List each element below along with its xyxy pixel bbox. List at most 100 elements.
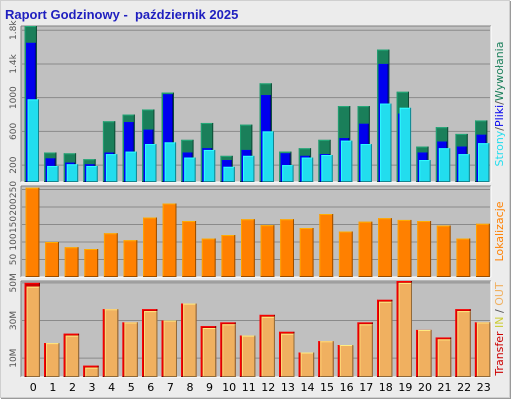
bar-pages-edge-left bbox=[340, 140, 342, 182]
bar-transfer-out-edge-top bbox=[26, 286, 40, 288]
bar-visits-edge-left bbox=[299, 228, 301, 277]
bar-transfer-out-edge-right bbox=[410, 282, 412, 377]
bar-transfer-in-edge-left bbox=[83, 365, 85, 377]
bar-pages-edge-bottom bbox=[125, 181, 137, 182]
series-label-part: IN bbox=[493, 316, 506, 331]
bar-pages bbox=[47, 165, 59, 182]
bar-transfer-out-edge-left bbox=[398, 282, 400, 377]
bar-visits-edge-bottom bbox=[397, 276, 412, 277]
x-tick-label: 11 bbox=[242, 381, 256, 394]
bar-pages-edge-bottom bbox=[164, 181, 177, 182]
bar-files-edge-left bbox=[45, 158, 47, 182]
series-label-part: Transfer bbox=[493, 331, 506, 377]
x-tick-label: 9 bbox=[206, 381, 213, 394]
bar-pages-edge-top bbox=[27, 99, 39, 101]
bar-transfer-in-edge-top bbox=[200, 326, 217, 328]
bar-visits-edge-right bbox=[312, 228, 314, 277]
bar-transfer-out bbox=[339, 345, 354, 377]
bar-transfer-out-edge-right bbox=[136, 322, 138, 377]
bar-transfer-out bbox=[300, 352, 315, 377]
bar-transfer-out-edge-top bbox=[46, 343, 60, 345]
bar-transfer-out-edge-right bbox=[234, 324, 236, 377]
bar-transfer-in-edge-left bbox=[102, 309, 104, 377]
bar-visits-edge-left bbox=[25, 187, 27, 277]
bar-transfer-out bbox=[183, 303, 197, 377]
bar-pages-edge-left bbox=[105, 154, 107, 182]
bar-pages-edge-right bbox=[292, 165, 294, 182]
bar-transfer-in-edge-left bbox=[396, 281, 398, 377]
bar-transfer-in-edge-left bbox=[298, 352, 300, 377]
bar-visits bbox=[280, 219, 294, 277]
bar-pages-fill bbox=[203, 149, 216, 182]
bar-pages-fill bbox=[86, 165, 98, 182]
bar-pages-edge-left bbox=[321, 155, 323, 182]
bar-pages-edge-top bbox=[86, 165, 98, 167]
bar-transfer-out-edge-right bbox=[195, 303, 197, 377]
bar-visits-edge-top bbox=[103, 233, 118, 235]
bar-visits-edge-bottom bbox=[358, 276, 373, 277]
bar-visits-edge-top bbox=[143, 217, 157, 219]
bar-transfer-out-edge-top bbox=[359, 324, 373, 326]
bar-visits-fill bbox=[299, 228, 314, 277]
bar-pages-edge-left bbox=[360, 144, 362, 182]
bar-pages bbox=[419, 160, 431, 182]
bar-files-edge-top bbox=[261, 95, 271, 97]
bar-visits-edge-right bbox=[38, 187, 40, 277]
bar-pages bbox=[301, 157, 314, 182]
bar-transfer-in-edge-left bbox=[279, 331, 281, 377]
bar-files-edge-left bbox=[84, 164, 86, 182]
bar-files-edge-left bbox=[476, 134, 478, 182]
bar-pages-edge-bottom bbox=[184, 181, 196, 182]
bar-hits-edge-top bbox=[24, 26, 37, 27]
bar-pages-fill bbox=[223, 166, 235, 182]
bar-transfer-in-edge-top bbox=[357, 322, 373, 324]
bar-visits-edge-left bbox=[319, 214, 321, 277]
bar-pages-edge-left bbox=[164, 142, 166, 182]
bar-files-fill bbox=[163, 94, 173, 182]
bar-visits-edge-right bbox=[57, 242, 59, 277]
bar-transfer-out-edge-bottom bbox=[457, 376, 471, 377]
bar-visits-edge-bottom bbox=[201, 276, 216, 277]
bar-pages-edge-right bbox=[468, 154, 470, 182]
bar-files-edge-top bbox=[163, 94, 173, 96]
bar-transfer-out-edge-left bbox=[65, 335, 67, 377]
bar-transfer-out-edge-top bbox=[124, 322, 138, 324]
bar-transfer-out-edge-top bbox=[418, 329, 432, 331]
bar-pages-edge-top bbox=[340, 140, 353, 142]
bar-hits-edge-left bbox=[337, 106, 339, 182]
bar-visits-fill bbox=[103, 233, 118, 277]
bar-visits-edge-top bbox=[241, 219, 255, 221]
bar-visits-edge-left bbox=[378, 218, 380, 277]
bar-visits-edge-left bbox=[436, 225, 438, 277]
bar-files-edge-top bbox=[319, 154, 330, 156]
bar-transfer-out-edge-right bbox=[78, 335, 80, 377]
bar-visits bbox=[358, 221, 373, 277]
bar-visits-edge-bottom bbox=[64, 276, 79, 277]
bar-visits-edge-bottom bbox=[162, 276, 177, 277]
bar-hits-edge-left bbox=[318, 139, 320, 182]
bar-transfer-out-fill bbox=[183, 303, 197, 377]
bar-pages-fill bbox=[360, 144, 372, 182]
bar-pages bbox=[360, 144, 372, 182]
bar-pages-edge-right bbox=[370, 144, 372, 182]
bar-pages-edge-right bbox=[233, 166, 235, 182]
bar-visits-fill bbox=[358, 221, 373, 277]
bar-visits-edge-top bbox=[417, 221, 432, 222]
bar-pages-edge-bottom bbox=[66, 181, 79, 182]
bar-pages-edge-bottom bbox=[223, 181, 235, 182]
bar-transfer-out-edge-left bbox=[379, 301, 380, 377]
bar-visits-fill bbox=[84, 249, 99, 277]
bar-hits-edge-left bbox=[377, 49, 379, 182]
bar-pages-edge-right bbox=[175, 142, 177, 182]
bar-pages-edge-left bbox=[399, 107, 401, 182]
bar-hits-edge-top bbox=[63, 153, 77, 155]
bar-transfer-out-edge-left bbox=[359, 324, 361, 377]
series-label-part: Strony bbox=[493, 130, 506, 166]
bar-transfer-in-edge-left bbox=[357, 322, 359, 377]
bar-visits-edge-bottom bbox=[182, 276, 197, 277]
bar-hits-edge-top bbox=[279, 151, 292, 153]
bar-visits bbox=[64, 247, 79, 277]
bar-pages bbox=[164, 142, 177, 182]
bar-visits-edge-right bbox=[77, 247, 79, 277]
bar-transfer-out bbox=[46, 343, 60, 377]
